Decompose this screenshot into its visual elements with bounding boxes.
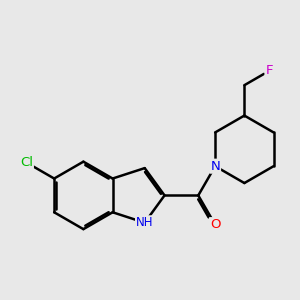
Text: Cl: Cl [20,156,33,169]
Text: O: O [210,218,220,231]
Text: NH: NH [136,216,154,229]
Text: F: F [266,64,273,77]
Text: N: N [210,160,220,173]
